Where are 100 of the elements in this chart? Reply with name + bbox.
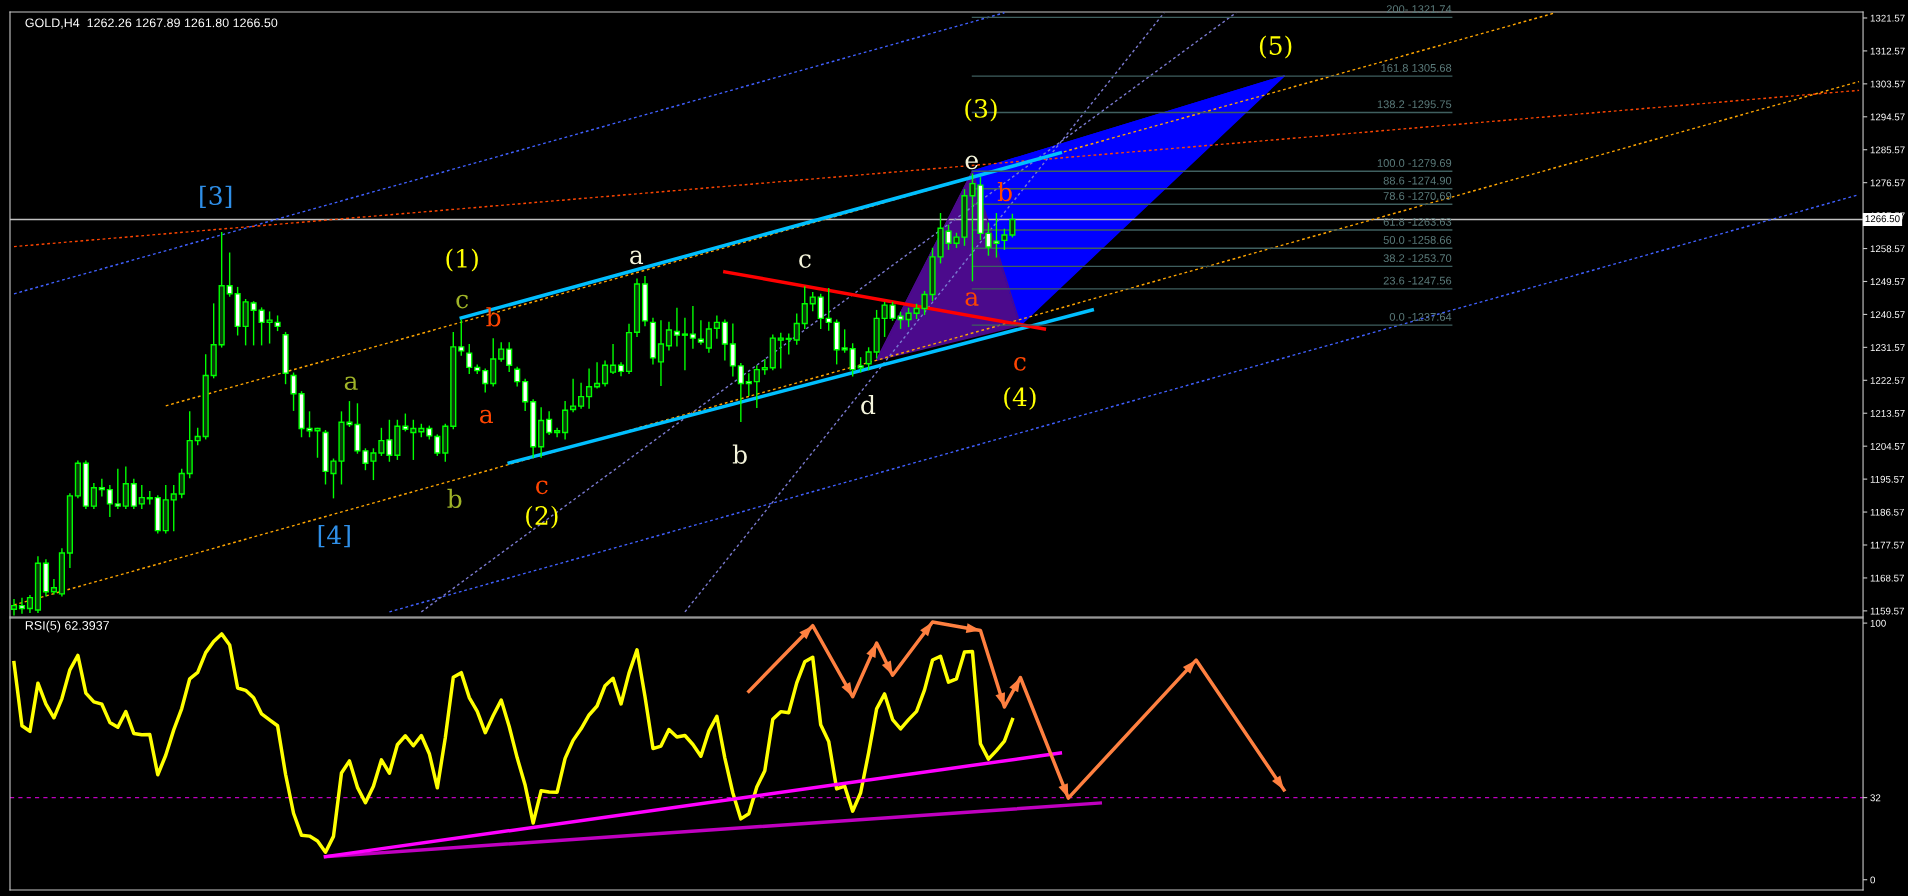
candlestick bbox=[601, 360, 609, 387]
candlestick bbox=[122, 466, 129, 509]
candlestick bbox=[825, 287, 832, 331]
candlestick bbox=[705, 321, 712, 353]
y-tick-label: 1294.57 bbox=[1870, 113, 1905, 121]
candlestick bbox=[841, 329, 848, 353]
y-tick-label: 32 bbox=[1870, 794, 1881, 802]
candlestick bbox=[498, 342, 505, 362]
y-tick-label: 1303.57 bbox=[1870, 80, 1905, 88]
y-tick-label: 1312.57 bbox=[1870, 47, 1905, 55]
candlestick bbox=[793, 313, 800, 345]
candlestick bbox=[410, 419, 417, 460]
candlestick bbox=[585, 368, 593, 409]
candlestick bbox=[657, 320, 665, 387]
candlestick bbox=[170, 484, 177, 532]
candlestick bbox=[522, 378, 529, 411]
annotation: a bbox=[344, 376, 358, 391]
candlestick bbox=[226, 252, 233, 297]
candlestick bbox=[713, 315, 720, 339]
candlestick bbox=[665, 321, 673, 351]
series-label: 88.6 -1274.90 bbox=[1383, 176, 1452, 185]
y-tick-label: 0 bbox=[1870, 876, 1876, 884]
annotation: d bbox=[861, 394, 876, 415]
annotation: (1) bbox=[446, 248, 478, 272]
annotation: c bbox=[1014, 357, 1026, 371]
series-label: 78.6 -1270.69 bbox=[1383, 192, 1452, 200]
candlestick bbox=[514, 366, 521, 387]
candlestick bbox=[458, 319, 465, 356]
y-tick-label: 1258.57 bbox=[1870, 245, 1905, 253]
candlestick bbox=[697, 320, 704, 345]
annotation: a bbox=[480, 409, 493, 424]
candlestick bbox=[865, 347, 872, 371]
annotation: a bbox=[965, 292, 979, 307]
candlestick bbox=[689, 305, 697, 349]
candlestick bbox=[466, 343, 473, 374]
annotation: (3) bbox=[965, 98, 997, 122]
series-label: 161.8 1305.68 bbox=[1381, 63, 1452, 72]
annotation: b bbox=[447, 488, 462, 509]
line-series bbox=[12, 632, 1015, 855]
candlestick bbox=[250, 301, 257, 346]
candlestick bbox=[10, 599, 18, 616]
series-label: 23.6 -1247.56 bbox=[1383, 276, 1452, 285]
annotation: e bbox=[965, 155, 978, 170]
chart-title: GOLD,H4 1262.26 1267.89 1261.80 1266.50 bbox=[25, 18, 278, 29]
annotation: (2) bbox=[526, 505, 558, 529]
candlestick bbox=[90, 483, 97, 509]
series-label: 61.8 -1263.63 bbox=[1383, 217, 1452, 226]
candlestick bbox=[98, 478, 105, 497]
chart-title: RSI(5) 62.3937 bbox=[25, 620, 109, 633]
y-tick-label: 100 bbox=[1870, 619, 1886, 627]
series-label: 138.2 -1295.75 bbox=[1377, 100, 1452, 109]
annotation: b bbox=[732, 444, 747, 464]
candlestick bbox=[609, 343, 617, 374]
annotation: c bbox=[799, 254, 811, 268]
candlestick bbox=[753, 365, 760, 408]
series-label: 38.2 -1253.70 bbox=[1383, 254, 1452, 263]
y-tick-label: 1195.57 bbox=[1870, 475, 1904, 483]
candlestick bbox=[554, 427, 561, 438]
candlestick bbox=[817, 293, 824, 329]
candlestick bbox=[546, 411, 553, 436]
annotation: c bbox=[456, 294, 468, 309]
candlestick bbox=[745, 373, 752, 396]
y-tick-label: 1204.57 bbox=[1870, 442, 1905, 450]
annotation: b bbox=[486, 307, 501, 327]
candlestick bbox=[737, 363, 744, 422]
y-tick-label: 1177.57 bbox=[1870, 541, 1904, 549]
candlestick bbox=[18, 597, 26, 614]
series-label: 100.0 -1279.69 bbox=[1377, 159, 1452, 167]
y-tick-label: 1159.57 bbox=[1870, 607, 1904, 615]
y-tick-label: 1240.57 bbox=[1870, 311, 1905, 319]
candlestick bbox=[386, 419, 393, 462]
annotation: [3] bbox=[200, 185, 232, 208]
y-tick-label: 1186.57 bbox=[1870, 508, 1904, 516]
candlestick bbox=[801, 286, 808, 329]
candlestick bbox=[881, 301, 888, 337]
y-tick-label: 1231.57 bbox=[1870, 344, 1905, 351]
annotation: (4) bbox=[1004, 387, 1036, 410]
candlestick bbox=[785, 333, 792, 355]
y-tick-label: 1285.57 bbox=[1870, 146, 1905, 154]
candlestick bbox=[114, 468, 121, 509]
candlestick bbox=[50, 578, 58, 595]
annotation: (5) bbox=[1259, 35, 1292, 59]
candlestick bbox=[721, 319, 728, 361]
candlestick bbox=[482, 368, 489, 393]
candlestick bbox=[562, 401, 569, 440]
candlestick bbox=[729, 323, 736, 377]
candlestick bbox=[138, 484, 145, 509]
y-tick-label: 1168.57 bbox=[1870, 574, 1904, 582]
candlestick bbox=[434, 434, 441, 456]
candlestick bbox=[849, 343, 856, 377]
annotation: a bbox=[630, 250, 644, 265]
y-tick-label: 1276.57 bbox=[1870, 179, 1905, 187]
line-series bbox=[747, 620, 1286, 800]
series-label: 50.0 -1258.66 bbox=[1383, 236, 1452, 244]
candlestick bbox=[577, 382, 585, 409]
candlestick bbox=[681, 317, 689, 371]
candlestick bbox=[777, 332, 784, 369]
y-tick-label: 1213.57 bbox=[1870, 409, 1905, 417]
candlestick bbox=[130, 478, 137, 509]
candlestick bbox=[673, 307, 681, 347]
